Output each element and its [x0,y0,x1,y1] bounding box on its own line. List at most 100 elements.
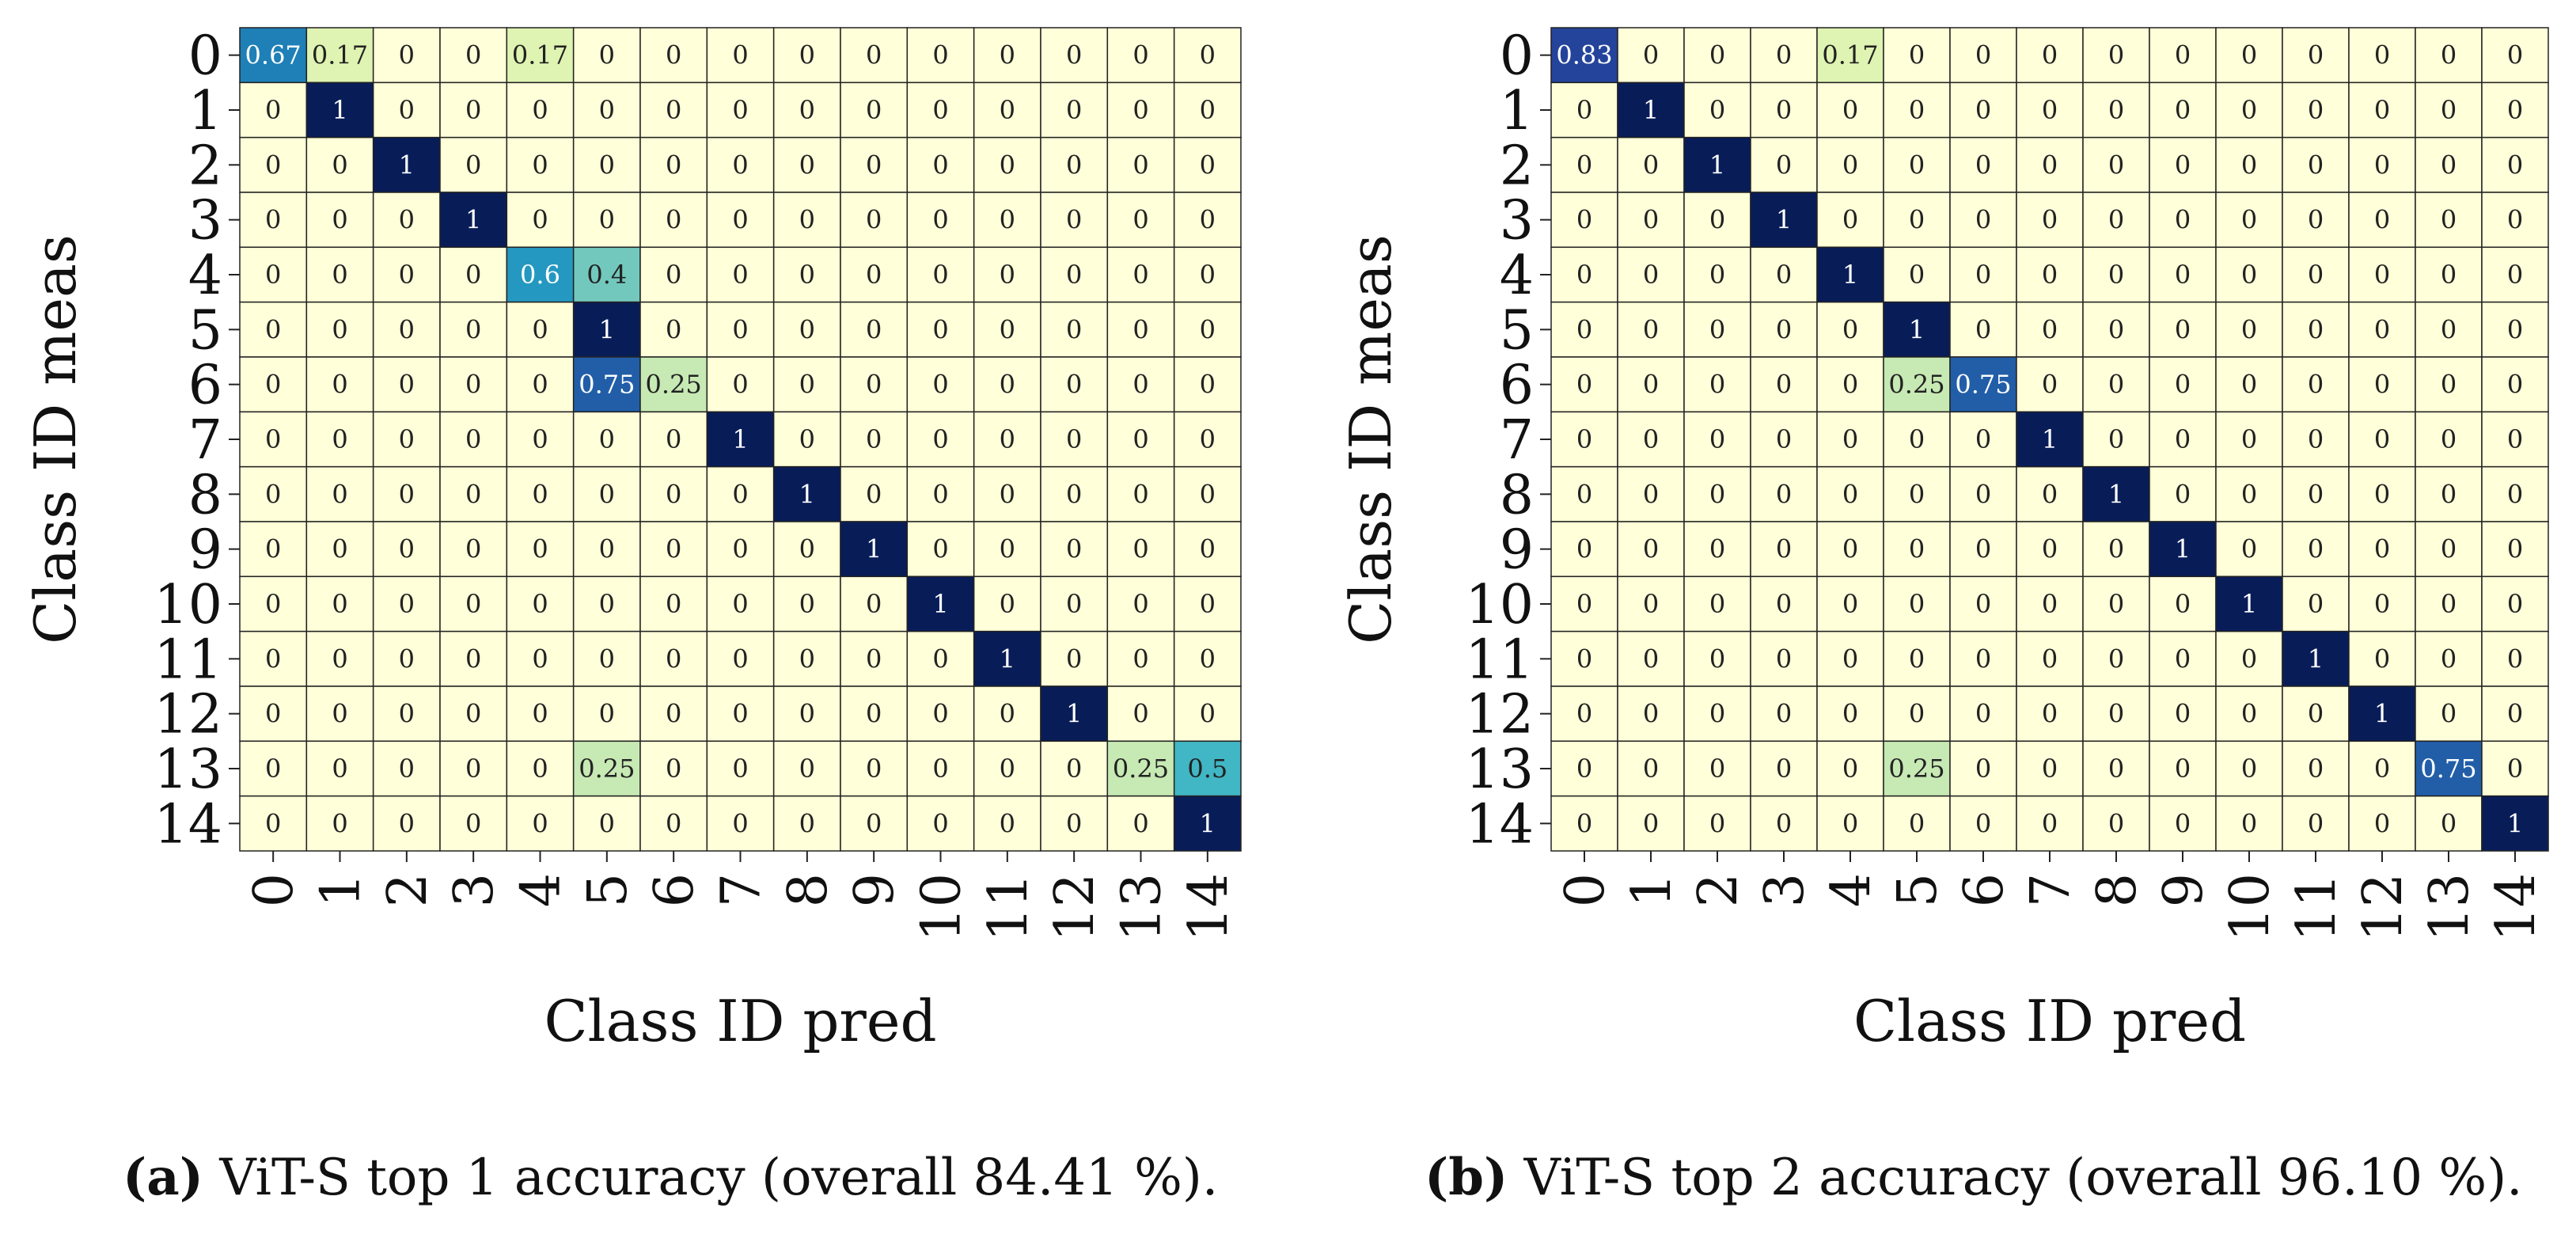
cell-label-a-0-1: 0.17 [312,40,368,70]
cell-label-a-3-2: 0 [399,205,415,235]
cell-b-0-0 [1550,27,1618,84]
cell-label-a-4-13: 0 [1132,260,1148,290]
cell-b-2-12 [2348,136,2416,193]
cell-a-11-7 [706,630,775,687]
cell-label-a-4-2: 0 [399,260,415,290]
cell-label-a-9-14: 0 [1200,534,1216,564]
cell-label-a-14-2: 0 [399,808,415,838]
cell-label-b-9-8: 0 [2108,534,2124,564]
cell-label-a-3-12: 0 [1066,205,1082,235]
cell-label-a-4-5: 0.4 [586,260,627,290]
ytick-label-a-0: 0 [188,25,222,88]
cell-label-b-9-9: 1 [2175,534,2191,564]
cell-a-1-7 [706,82,775,139]
cell-b-1-1 [1617,82,1685,139]
cell-label-b-11-4: 0 [1842,644,1858,674]
cell-label-a-8-5: 0 [599,479,615,509]
cell-b-14-5 [1883,795,1951,852]
cell-label-a-0-13: 0 [1132,40,1148,70]
cell-label-b-2-10: 0 [2241,150,2257,180]
xtick-label-a-8: 8 [777,873,840,907]
cell-label-a-2-5: 0 [599,150,615,180]
cell-a-14-8 [772,795,841,852]
cell-label-a-7-2: 0 [399,424,415,454]
cell-label-b-12-13: 0 [2441,699,2456,729]
cell-label-a-9-7: 0 [732,534,748,564]
cell-label-a-0-5: 0 [599,40,615,70]
cell-b-10-8 [2082,575,2150,632]
cell-label-b-14-7: 0 [2042,808,2058,838]
cell-a-6-4 [506,356,575,413]
cell-label-a-11-7: 0 [732,644,748,674]
cell-label-b-6-5: 0.25 [1888,370,1944,400]
cell-a-8-0 [239,465,308,522]
cell-label-a-2-7: 0 [732,150,748,180]
cell-b-6-9 [2149,356,2217,413]
cell-label-b-5-7: 0 [2042,314,2058,344]
cell-b-3-13 [2415,192,2483,249]
cell-a-4-3 [439,246,508,303]
cell-label-a-5-13: 0 [1132,314,1148,344]
cell-label-b-11-2: 0 [1709,644,1725,674]
caption-a: (a) ViT-S top 1 accuracy (overall 84.41 … [123,1148,1218,1207]
cell-label-b-1-0: 0 [1576,95,1592,125]
cell-label-a-8-1: 0 [332,479,347,509]
cell-label-a-13-6: 0 [666,754,681,784]
cell-label-a-4-11: 0 [1000,260,1015,290]
cell-label-b-10-7: 0 [2042,589,2058,619]
cell-b-5-12 [2348,301,2416,358]
cell-label-a-13-2: 0 [399,754,415,784]
cell-label-b-4-5: 0 [1909,260,1925,290]
cell-label-b-1-11: 0 [2308,95,2324,125]
ytick-label-b-0: 0 [1500,25,1534,88]
cell-a-4-13 [1106,246,1175,303]
cell-label-a-7-4: 0 [532,424,548,454]
ytick-label-a-13: 13 [154,739,222,801]
cell-b-6-11 [2282,356,2350,413]
cell-label-b-2-2: 1 [1709,150,1725,180]
cell-label-a-10-14: 0 [1200,589,1216,619]
cell-a-7-1 [305,411,374,468]
cell-label-b-12-10: 0 [2241,699,2257,729]
cell-a-6-7 [706,356,775,413]
cell-b-13-5 [1883,740,1951,797]
cell-label-a-14-6: 0 [666,808,681,838]
cell-label-b-3-8: 0 [2108,205,2124,235]
cell-label-b-13-10: 0 [2241,754,2257,784]
cell-label-a-11-4: 0 [532,644,548,674]
cell-label-b-7-0: 0 [1576,424,1592,454]
cell-label-b-2-9: 0 [2175,150,2191,180]
cell-b-0-14 [2481,27,2549,84]
ytick-label-a-1: 1 [188,80,222,142]
cell-label-b-8-12: 0 [2374,479,2390,509]
cell-a-5-11 [973,301,1041,358]
cell-b-14-0 [1550,795,1618,852]
cell-label-b-1-5: 0 [1909,95,1925,125]
ytick-label-a-5: 5 [188,299,222,362]
cell-label-a-0-9: 0 [866,40,882,70]
cell-label-b-8-0: 0 [1576,479,1592,509]
cell-a-6-8 [772,356,841,413]
cell-label-b-5-10: 0 [2241,314,2257,344]
cell-label-b-12-7: 0 [2042,699,2058,729]
cell-b-9-6 [1949,521,2017,578]
cell-a-2-6 [639,136,708,193]
cell-label-a-5-7: 0 [732,314,748,344]
cell-b-0-9 [2149,27,2217,84]
cell-b-8-4 [1816,465,1884,522]
cell-label-b-9-11: 0 [2308,534,2324,564]
cell-label-b-0-0: 0.83 [1556,40,1612,70]
cell-b-2-5 [1883,136,1951,193]
cell-b-12-10 [2215,685,2283,742]
cell-a-1-1 [305,82,374,139]
cell-a-3-1 [305,192,374,249]
cell-label-a-5-1: 0 [332,314,347,344]
cell-b-6-3 [1750,356,1818,413]
cell-label-b-5-11: 0 [2308,314,2324,344]
cell-b-5-7 [2016,301,2084,358]
cell-label-b-0-10: 0 [2241,40,2257,70]
cell-a-14-0 [239,795,308,852]
cell-b-13-9 [2149,740,2217,797]
cell-label-a-1-0: 0 [265,95,281,125]
cell-label-a-5-5: 1 [599,314,615,344]
